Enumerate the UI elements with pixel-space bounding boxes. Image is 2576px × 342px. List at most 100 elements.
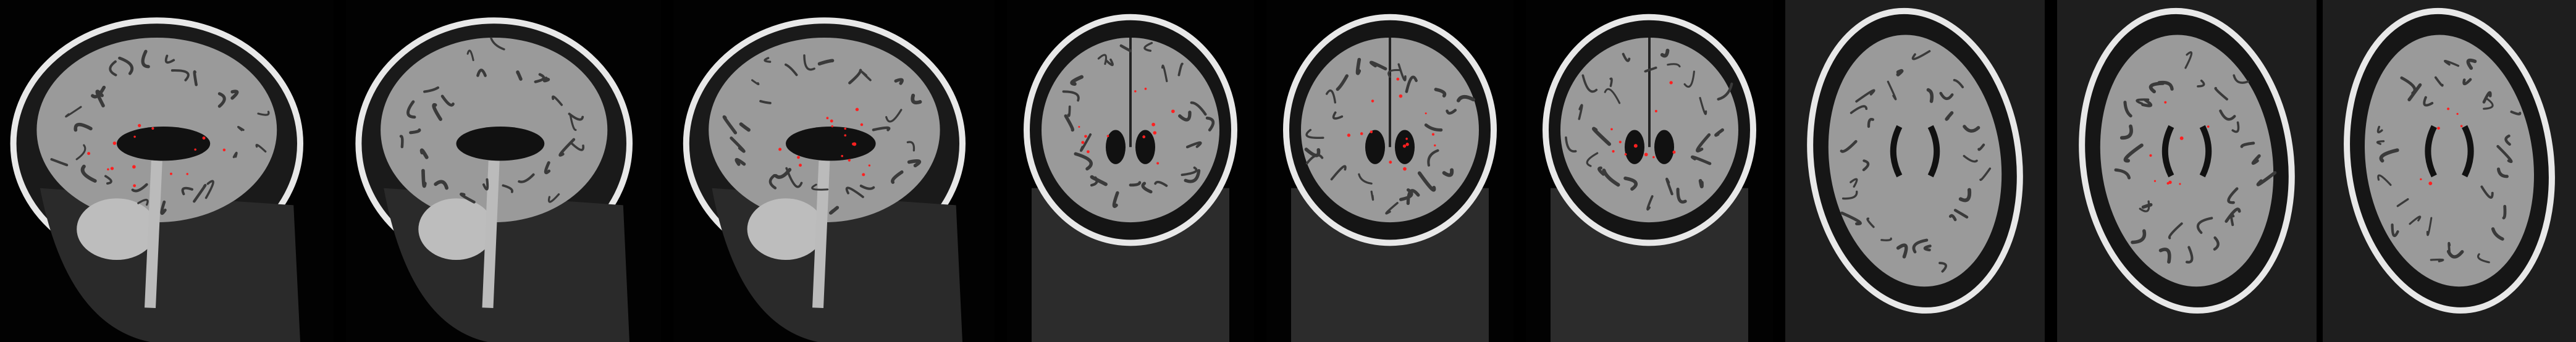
lesion-mark [186, 173, 188, 175]
sulcus-line [1623, 177, 1638, 191]
lesion-mark [110, 167, 114, 170]
sulcus-line [2213, 236, 2220, 251]
mri-panel-coronal-3 [1526, 0, 1773, 342]
lesion-mark [194, 148, 196, 151]
lesion-mark [1360, 132, 1363, 135]
sulcus-line [861, 70, 872, 81]
sulcus-line [460, 193, 476, 204]
mri-panel-axial-1 [1785, 0, 2045, 342]
sulcus-line [1161, 64, 1168, 83]
ventricle [456, 126, 545, 161]
sulcus-line [1676, 187, 1687, 204]
sulcus-line [1184, 169, 1201, 183]
sulcus-line [1850, 105, 1868, 114]
lesion-mark [1652, 156, 1655, 159]
sulcus-line [2231, 121, 2240, 133]
sulcus-line [2141, 98, 2153, 107]
sulcus-line [2502, 204, 2507, 220]
sulcus-line [2407, 83, 2422, 101]
sulcus-line [1855, 89, 1875, 103]
sulcus-line [476, 69, 487, 77]
sulcus-line [1862, 159, 1870, 172]
ventricle [2161, 125, 2212, 178]
sulcus-line [2446, 249, 2464, 259]
sulcus-line [2131, 229, 2147, 244]
ventricle [1135, 130, 1155, 164]
ventricle [2425, 125, 2474, 178]
sulcus-line [1129, 181, 1142, 187]
sulcus-line [906, 141, 915, 152]
sulcus-line [1397, 63, 1407, 81]
lesion-mark [830, 119, 833, 123]
lesion-mark [1402, 144, 1407, 148]
sulcus-line [1622, 52, 1631, 62]
sulcus-line [1644, 66, 1657, 73]
lesion-mark [1610, 128, 1613, 131]
lesion-mark [1624, 153, 1627, 156]
lesion-mark [1396, 77, 1400, 81]
sulcus-line [1602, 169, 1620, 187]
sulcus-line [2477, 253, 2490, 264]
sulcus-line [2496, 167, 2509, 178]
sulcus-line [2443, 60, 2460, 67]
lesion-mark [169, 172, 172, 175]
sulcus-line [1434, 88, 1447, 98]
sulcus-line [2139, 200, 2150, 212]
sulcus-line [164, 54, 175, 64]
sulcus-line [1370, 190, 1374, 201]
sulcus-line [1867, 118, 1874, 128]
sulcus-line [751, 79, 760, 85]
sulcus-line [257, 111, 270, 116]
lesion-mark [1084, 135, 1087, 138]
sulcus-line [1154, 180, 1168, 187]
lesion-mark [1425, 112, 1427, 115]
sulcus-line [419, 148, 429, 159]
sulcus-line [181, 186, 193, 196]
sulcus-line [1690, 155, 1712, 165]
sulcus-line [518, 173, 535, 183]
sulcus-line [1609, 77, 1613, 88]
sulcus-line [50, 158, 69, 167]
sulcus-line [811, 183, 829, 191]
sulcus-line [570, 141, 585, 151]
mri-panel-axial-3 [2323, 0, 2576, 342]
sulcus-line [104, 175, 112, 185]
sulcus-line [1456, 95, 1476, 102]
sulcus-line [544, 161, 551, 175]
lesion-mark [862, 173, 865, 177]
sulcus-line [1565, 136, 1577, 152]
axial-slice-image [1785, 0, 2045, 342]
sulcus-line [1842, 190, 1858, 200]
sulcus-line [845, 186, 864, 198]
lesion-mark [1672, 150, 1676, 154]
sulcus-line [1850, 178, 1858, 188]
sulcus-line [109, 60, 117, 77]
sulcus-line [2483, 98, 2494, 110]
sulcus-line [432, 103, 442, 121]
sulcus-line [1912, 238, 1929, 254]
sulcus-line [95, 90, 105, 107]
sulcus-line [2185, 246, 2194, 264]
sulcus-line [1074, 152, 1093, 171]
sulcus-line [1442, 168, 1454, 177]
sulcus-line [75, 144, 86, 161]
sulcus-line [118, 56, 134, 75]
sulcus-line [1105, 58, 1114, 67]
ventricle [117, 126, 211, 161]
sulcus-line [2114, 168, 2131, 180]
ventricle [1654, 130, 1674, 164]
sulcus-line [1938, 262, 1947, 273]
sulcus-line [1911, 50, 1931, 60]
sulcus-line [74, 122, 93, 132]
sulcus-line [230, 90, 239, 100]
sulcus-line [2466, 58, 2477, 70]
sulcus-line [2376, 140, 2385, 145]
sulcus-line [2184, 51, 2193, 69]
sulcus-line [872, 126, 891, 131]
lesion-mark [841, 155, 843, 157]
lesion-mark [2149, 154, 2152, 157]
sagittal-slice-image [355, 17, 633, 342]
sulcus-line [232, 151, 238, 159]
sulcus-line [2119, 124, 2133, 140]
lesion-mark [1106, 135, 1109, 138]
